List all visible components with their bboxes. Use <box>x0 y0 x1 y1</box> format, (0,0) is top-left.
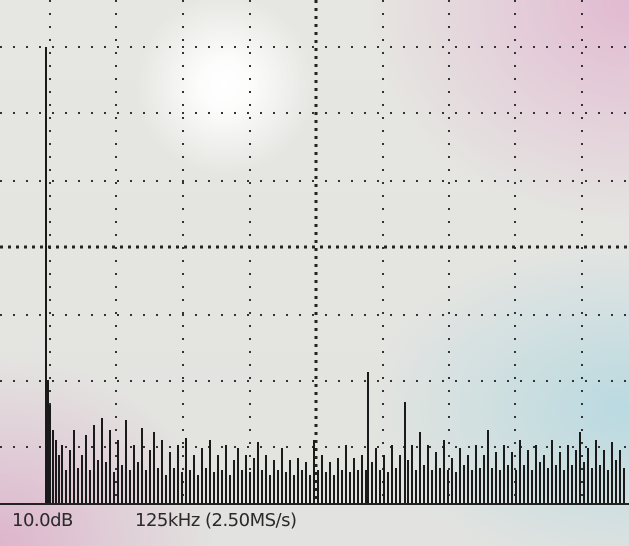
scale-readout: 10.0dB <box>12 510 73 531</box>
span-readout: 125kHz (2.50MS/s) <box>135 510 297 531</box>
grid <box>0 0 629 503</box>
spectrum-trace <box>45 47 625 503</box>
center-axes <box>0 0 629 503</box>
